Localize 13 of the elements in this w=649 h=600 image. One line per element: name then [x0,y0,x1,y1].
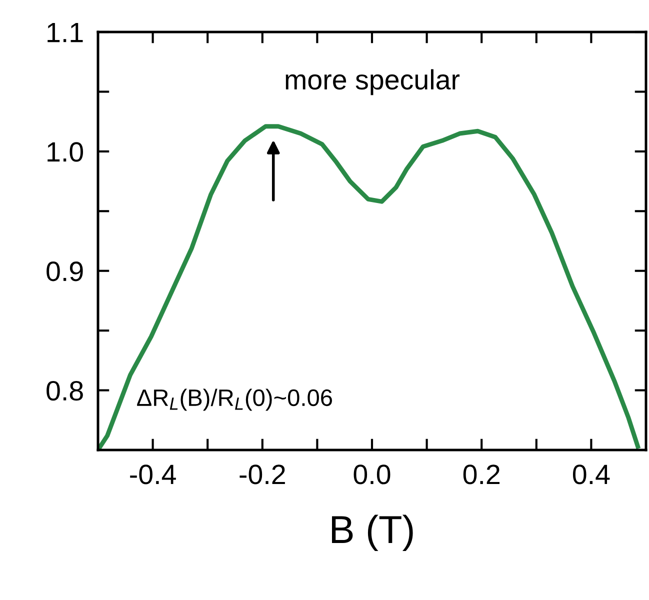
line-series [98,124,640,450]
y-tick-label: 0.9 [46,262,83,282]
x-tick-label: 0.2 [463,464,500,484]
y-tick-label: 1.0 [48,142,84,162]
annotation: more specular [286,69,460,96]
annotation: ΔR$_{L}$(B)/R$_{L}$(0)~0.06 [137,388,332,411]
x-tick-label: 0.0 [354,464,390,484]
x-tick-label: 0.4 [572,464,610,484]
x-axis-title: B (T) [332,514,413,552]
y-tick-label: 0.8 [46,380,83,401]
x-tick-label: -0.4 [130,464,176,484]
x-tick-label: -0.2 [240,464,285,484]
y-tick-label: 1.1 [48,22,83,42]
